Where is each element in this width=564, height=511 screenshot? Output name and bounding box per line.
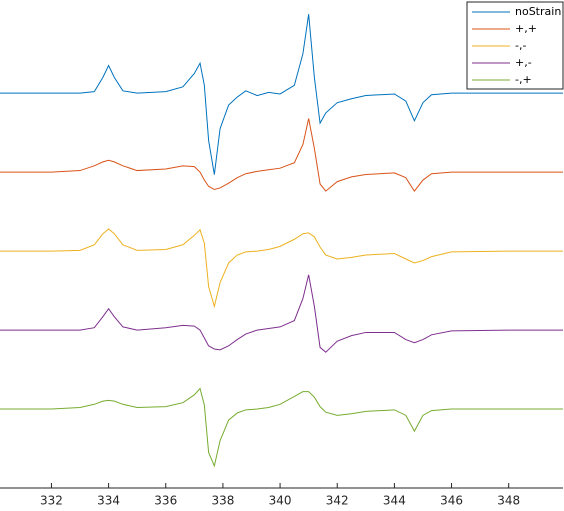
x-tick-label: 340 xyxy=(269,494,292,508)
x-tick-label: 334 xyxy=(97,494,120,508)
series-line xyxy=(0,118,563,192)
legend-label: noStrain xyxy=(515,5,561,18)
x-tick-label: 344 xyxy=(383,494,406,508)
series-line xyxy=(0,387,563,468)
x-tick-label: 348 xyxy=(497,494,520,508)
legend-label: -,+ xyxy=(515,73,532,86)
series-line xyxy=(0,274,563,353)
x-tick-label: 336 xyxy=(154,494,177,508)
series-line xyxy=(0,14,563,175)
legend-label: +,- xyxy=(515,56,532,69)
series-line xyxy=(0,228,563,309)
x-tick-label: 338 xyxy=(211,494,234,508)
legend-label: +,+ xyxy=(515,22,537,35)
x-tick-label: 332 xyxy=(40,494,63,508)
x-tick-label: 346 xyxy=(440,494,463,508)
x-tick-label: 342 xyxy=(326,494,349,508)
legend-label: -,- xyxy=(515,39,526,52)
